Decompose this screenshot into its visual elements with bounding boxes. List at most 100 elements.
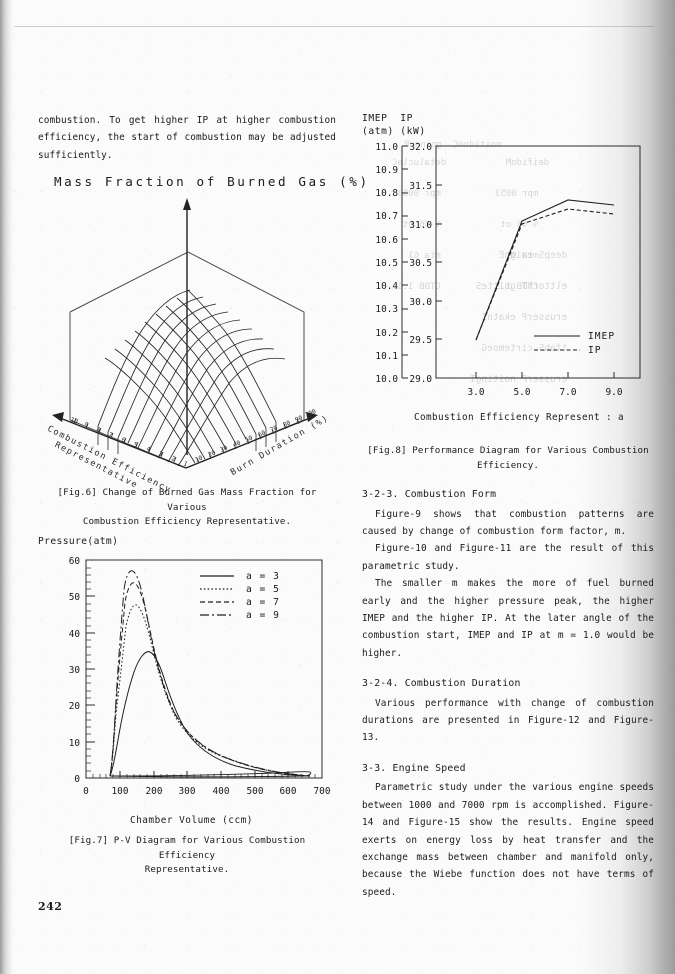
figure-7-plot: 60 50 40 30 20 10 0 — [69, 556, 331, 797]
figure-7-legend-label-a9: a = 9 — [246, 610, 280, 621]
figure-6-surface-plot — [52, 198, 318, 469]
svg-text:31.0: 31.0 — [409, 220, 432, 231]
svg-text:3: 3 — [157, 451, 163, 459]
section-3-3-paragraph-1: Parametric study under the various engin… — [362, 782, 654, 898]
svg-text:30.5: 30.5 — [409, 258, 432, 269]
figure-8-imep-ticks — [402, 145, 408, 379]
svg-text:7: 7 — [107, 432, 113, 440]
figure-6-right-axis-arrow-icon — [306, 412, 318, 423]
svg-text:50: 50 — [69, 592, 81, 603]
svg-text:10: 10 — [69, 738, 81, 749]
section-3-2-3-paragraph-2: Figure-10 and Figure-11 are the result o… — [362, 543, 654, 572]
svg-text:300: 300 — [179, 786, 196, 797]
svg-text:10: 10 — [194, 455, 204, 464]
svg-text:1: 1 — [182, 461, 188, 469]
figure-8-imep-tick-labels: 11.0 10.9 10.8 10.7 10.6 10.5 10.4 10.3 … — [375, 142, 398, 385]
figure-8: IMEP IP (atm) (kW) — [362, 112, 654, 442]
figure-8-x-ticks — [475, 372, 615, 378]
svg-text:40: 40 — [69, 629, 81, 640]
scan-top-edge-line — [14, 26, 654, 27]
svg-text:5.0: 5.0 — [514, 387, 531, 398]
svg-text:100: 100 — [304, 408, 317, 419]
figure-6-right-axis — [185, 417, 311, 469]
page-number: 242 — [38, 900, 63, 913]
figure-7-legend-label-a7: a = 7 — [246, 597, 280, 608]
right-column: IMEP IP (atm) (kW) — [362, 112, 654, 901]
svg-text:10: 10 — [69, 417, 79, 426]
svg-text:70: 70 — [269, 425, 279, 434]
figure-7-legend-label-a5: a = 5 — [246, 584, 280, 595]
figure-6-right-axis-ticks — [196, 419, 300, 464]
svg-text:10.6: 10.6 — [375, 235, 398, 246]
figure-6-mesh-v-lines — [104, 289, 277, 464]
figure-8-caption: [Fig.8] Performance Diagram for Various … — [362, 444, 654, 473]
svg-text:0: 0 — [74, 774, 80, 785]
svg-text:9.0: 9.0 — [606, 387, 623, 398]
svg-text:10.9: 10.9 — [375, 165, 398, 176]
svg-text:29.0: 29.0 — [409, 374, 432, 385]
svg-text:10.1: 10.1 — [375, 351, 398, 362]
figure-8-series-imep — [475, 199, 615, 341]
svg-text:40: 40 — [232, 440, 242, 449]
scan-left-gutter-shadow — [0, 0, 14, 974]
svg-text:20: 20 — [207, 450, 217, 459]
figure-7-x-axis-label: Chamber Volume (ccm) — [130, 815, 253, 826]
figure-8-plot: 11.0 10.9 10.8 10.7 10.6 10.5 10.4 10.3 … — [375, 142, 641, 398]
figure-7-legend-label-a3: a = 3 — [246, 571, 280, 582]
svg-text:400: 400 — [213, 786, 230, 797]
figure-8-x-axis-label: Combustion Efficiency Represent : a — [414, 412, 624, 423]
section-3-2-3-paragraph-1: Figure-9 shows that combustion patterns … — [362, 508, 654, 537]
figure-7-caption-line2: Representative. — [144, 864, 230, 876]
figure-6-z-axis-arrow-icon — [183, 198, 191, 211]
svg-text:20: 20 — [69, 701, 81, 712]
svg-text:11.0: 11.0 — [375, 142, 398, 153]
figure-6: Mass Fraction of Burned Gas (%) — [38, 172, 367, 496]
figure-6-surface-skirt — [97, 422, 277, 455]
section-3-2-3-paragraph-3: The smaller m makes the more of fuel bur… — [362, 578, 654, 659]
figure-6-title: Mass Fraction of Burned Gas (%) — [54, 174, 370, 190]
svg-text:8: 8 — [95, 427, 101, 435]
section-heading-3-3: 3-3. Engine Speed — [362, 762, 466, 774]
svg-text:80: 80 — [282, 420, 292, 429]
figure-7-curve-a9 — [109, 570, 311, 777]
figure-7-curve-a3 — [109, 651, 311, 777]
svg-text:600: 600 — [280, 786, 297, 797]
svg-text:31.5: 31.5 — [409, 181, 432, 192]
svg-text:500: 500 — [247, 786, 264, 797]
figure-8-series-ip — [475, 208, 615, 341]
figure-7-caption: [Fig.7] P-V Diagram for Various Combusti… — [38, 834, 336, 878]
svg-text:2: 2 — [170, 456, 176, 464]
svg-text:90: 90 — [294, 415, 304, 424]
figure-7-y-axis: 60 50 40 30 20 10 0 — [69, 556, 95, 785]
figure-6-mesh-u-lines — [97, 289, 286, 467]
svg-text:10.5: 10.5 — [375, 258, 398, 269]
section-heading-3-2-4: 3-2-4. Combustion Duration — [362, 678, 521, 690]
figure-7-gas-exchange-loop — [109, 771, 312, 778]
figure-8-unit-header-line1: IMEP IP — [362, 113, 414, 124]
figure-6-caption-line1: [Fig.6] Change of Burned Gas Mass Fracti… — [57, 487, 317, 513]
section-heading-3-2-3: 3-2-3. Combustion Form — [362, 489, 497, 501]
figure-6-left-axis — [59, 417, 187, 469]
figure-8-unit-header: IMEP IP (atm) (kW) — [362, 112, 426, 139]
svg-text:10.0: 10.0 — [375, 374, 398, 385]
svg-text:30: 30 — [69, 665, 81, 676]
svg-text:200: 200 — [146, 786, 163, 797]
svg-text:10.2: 10.2 — [375, 328, 398, 339]
figure-8-ip-ticks — [436, 145, 442, 379]
figure-7-y-axis-label: Pressure(atm) — [38, 536, 119, 547]
left-column: combustion. To get higher IP at higher c… — [38, 112, 367, 878]
intro-paragraph: combustion. To get higher IP at higher c… — [38, 115, 336, 161]
figure-8-unit-header-line2: (atm) (kW) — [362, 126, 426, 138]
figure-8-x-tick-labels: 3.0 5.0 7.0 9.0 — [468, 387, 623, 398]
svg-text:30.0: 30.0 — [409, 297, 432, 308]
figure-7-curve-a7 — [109, 582, 311, 777]
figure-8-plot-frame — [435, 145, 641, 379]
figure-8-caption-line2: Efficiency. — [477, 459, 539, 471]
figure-8-legend: IMEP IP — [534, 331, 615, 356]
figure-8-caption-line1: [Fig.8] Performance Diagram for Various … — [367, 445, 649, 456]
svg-text:29.5: 29.5 — [409, 335, 432, 346]
svg-text:700: 700 — [314, 786, 331, 797]
svg-text:30: 30 — [219, 445, 229, 454]
figure-8-legend-label-imep: IMEP — [588, 331, 615, 342]
